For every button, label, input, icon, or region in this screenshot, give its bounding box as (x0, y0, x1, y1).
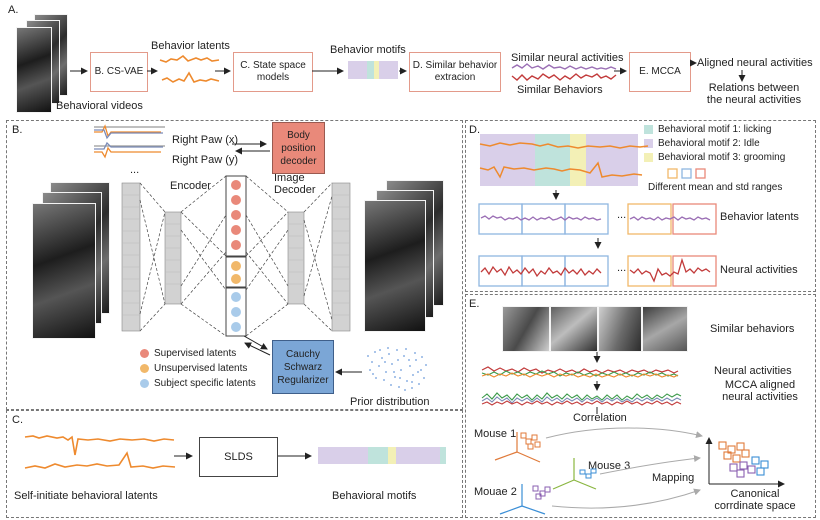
traces-ellipsis: ... (130, 164, 140, 176)
slds-box: SLDS (199, 437, 278, 477)
legend-subject-specific: Subject specific latents (140, 376, 256, 391)
similar-behavior-box: D. Similar behavior extracion (409, 52, 501, 92)
legend-supervised: Supervised latents (140, 346, 256, 361)
cs-vae-box: B. CS-VAE (90, 52, 148, 92)
encoder-label: Encoder (170, 180, 211, 192)
state-space-box: C. State space models (233, 52, 313, 92)
similar-neural-label: Similar neural activities (511, 52, 624, 64)
neural-ellipsis: ... (617, 262, 627, 274)
panel-c-letter: C. (12, 414, 23, 426)
right-paw-x-label: Right Paw (x) (172, 134, 239, 146)
ranges-label: Different mean and std ranges (648, 182, 783, 193)
mouse-2-label: Mouae 2 (474, 486, 517, 498)
similar-behaviors-label-e: Similar behaviors (710, 323, 795, 335)
mcca-aligned-label: MCCA aligned neural activities (722, 379, 798, 403)
neural-activities-label-d: Neural activities (720, 264, 798, 276)
canonical-space-label: Canonical corrdinate space (714, 488, 796, 512)
motif-legend: Behavioral motif 1: licking Behavioral m… (644, 122, 785, 164)
self-initiate-latents-label: Self-initiate behavioral latents (14, 490, 158, 502)
neural-activities-label-e: Neural activities (714, 365, 792, 377)
mcca-box: E. MCCA (629, 52, 691, 92)
prior-point-cloud (367, 347, 427, 391)
behavior-latents-label: Behavior latents (151, 40, 230, 52)
image-decoder-label: Image Decoder (274, 172, 316, 196)
relations-label: Relations between the neural activities (706, 82, 802, 106)
mapping-label: Mapping (652, 472, 695, 484)
legend-unsupervised: Unsupervised latents (140, 361, 256, 376)
behavioral-motifs-label: Behavioral motifs (332, 490, 417, 502)
latents-ellipsis: ... (617, 209, 627, 221)
panel-a-letter: A. (8, 4, 19, 16)
aligned-label: Aligned neural activities (697, 57, 813, 69)
latent-legend: Supervised latents Unsupervised latents … (140, 346, 256, 391)
cauchy-schwarz-regularizer-box: Cauchy Schwarz Regularizer (272, 340, 334, 394)
behavior-latents-label-d: Behavior latents (720, 211, 799, 223)
panel-b-frame (6, 120, 463, 410)
panel-e-frame (465, 294, 816, 518)
panel-c-frame (6, 410, 463, 518)
panel-e-letter: E. (469, 298, 480, 310)
legend-licking: Behavioral motif 1: licking (644, 122, 785, 136)
mouse-3-label: Mouse 3 (588, 460, 631, 472)
panel-d-frame (465, 120, 816, 292)
paw-traces (94, 124, 165, 159)
similar-behaviors-label: Similar Behaviors (517, 84, 603, 96)
legend-idle: Behavioral motif 2: Idle (644, 136, 785, 150)
body-position-decoder-box: Body position decoder (272, 122, 325, 174)
legend-grooming: Behavioral motif 3: grooming (644, 150, 785, 164)
behavioral-videos-label: Behavioral videos (56, 100, 143, 112)
panel-b-letter: B. (12, 124, 23, 136)
correlation-label: Correlation (573, 412, 627, 424)
prior-distribution-label: Prior distribution (350, 396, 430, 408)
behavior-motifs-label: Behavior motifs (330, 44, 406, 56)
panel-d-letter: D. (469, 124, 480, 136)
right-paw-y-label: Right Paw (y) (172, 154, 239, 166)
mouse-1-label: Mouse 1 (474, 428, 517, 440)
